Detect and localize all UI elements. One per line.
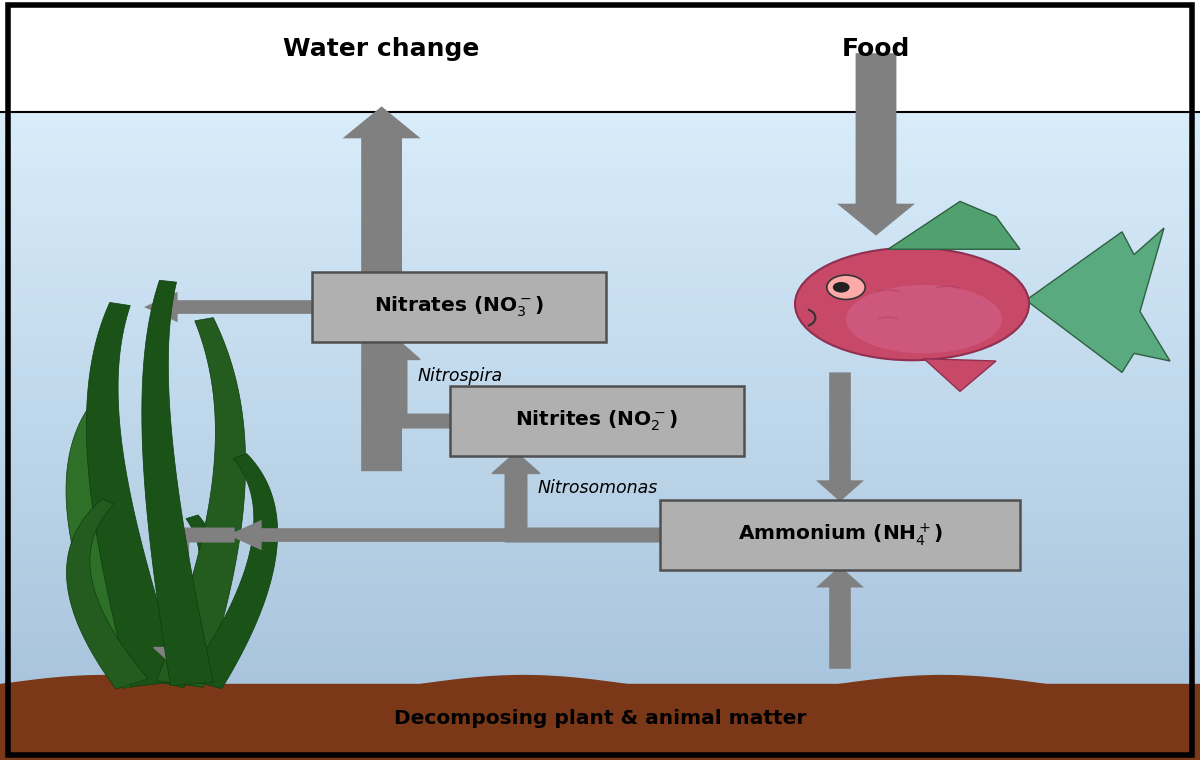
Bar — [0, 331, 1200, 341]
Bar — [0, 446, 1200, 455]
Bar — [0, 541, 1200, 551]
Bar — [0, 207, 1200, 217]
Bar — [0, 398, 1200, 408]
Circle shape — [827, 275, 865, 299]
Text: Food: Food — [842, 37, 910, 62]
Polygon shape — [152, 515, 221, 688]
Text: Water change: Water change — [283, 37, 480, 62]
FancyArrow shape — [816, 372, 864, 502]
Polygon shape — [86, 302, 182, 687]
Bar — [0, 255, 1200, 265]
Ellipse shape — [846, 285, 1002, 353]
Bar — [0, 684, 1200, 760]
Bar — [0, 141, 1200, 150]
Polygon shape — [372, 338, 456, 428]
Polygon shape — [1026, 228, 1170, 372]
Bar — [0, 284, 1200, 293]
Bar — [0, 245, 1200, 255]
Bar — [0, 274, 1200, 284]
Bar — [0, 322, 1200, 331]
Bar — [0, 408, 1200, 417]
FancyArrow shape — [838, 53, 916, 236]
Text: Nitrates (NO$_3^-$): Nitrates (NO$_3^-$) — [374, 295, 544, 319]
Bar — [0, 179, 1200, 188]
Bar — [0, 665, 1200, 674]
Bar — [0, 293, 1200, 303]
Bar — [0, 560, 1200, 570]
Text: Ammonium (NH$_4^+$): Ammonium (NH$_4^+$) — [738, 521, 942, 549]
Text: Nitrosomonas: Nitrosomonas — [538, 479, 658, 497]
Polygon shape — [492, 452, 666, 542]
Polygon shape — [66, 409, 164, 689]
Polygon shape — [888, 201, 1020, 249]
Polygon shape — [924, 359, 996, 391]
Polygon shape — [66, 499, 148, 689]
Bar — [0, 617, 1200, 627]
Bar — [0, 169, 1200, 179]
Bar — [0, 589, 1200, 598]
Bar — [0, 674, 1200, 684]
Bar — [0, 531, 1200, 541]
Text: Nitrospira: Nitrospira — [418, 367, 503, 385]
Bar — [0, 150, 1200, 160]
FancyArrow shape — [228, 520, 666, 550]
Bar — [0, 112, 1200, 122]
Text: Decomposing plant & animal matter: Decomposing plant & animal matter — [394, 708, 806, 728]
Polygon shape — [186, 454, 277, 689]
Ellipse shape — [796, 248, 1030, 360]
Polygon shape — [154, 528, 234, 669]
Bar — [0, 579, 1200, 589]
Bar — [0, 436, 1200, 446]
Bar — [0, 236, 1200, 245]
Bar — [0, 217, 1200, 226]
Bar — [0, 265, 1200, 274]
Bar — [0, 493, 1200, 503]
Bar — [0, 417, 1200, 427]
Bar — [0, 455, 1200, 465]
Bar — [0, 350, 1200, 360]
Bar — [0, 627, 1200, 636]
Bar — [0, 0, 1200, 112]
Bar — [0, 312, 1200, 322]
Bar — [0, 636, 1200, 646]
Bar — [0, 522, 1200, 531]
Bar — [0, 131, 1200, 141]
Bar — [0, 226, 1200, 236]
Bar — [0, 198, 1200, 207]
Polygon shape — [0, 675, 1200, 760]
Bar — [0, 655, 1200, 665]
Bar — [0, 503, 1200, 512]
Bar — [0, 160, 1200, 169]
Bar — [0, 465, 1200, 474]
Bar — [0, 303, 1200, 312]
Bar — [0, 427, 1200, 436]
FancyBboxPatch shape — [450, 386, 744, 456]
Bar — [0, 646, 1200, 655]
Bar — [0, 188, 1200, 198]
Bar — [0, 379, 1200, 388]
Bar — [0, 598, 1200, 608]
FancyArrow shape — [144, 292, 318, 322]
Bar — [0, 551, 1200, 560]
Bar — [0, 360, 1200, 369]
FancyArrow shape — [816, 566, 864, 669]
Text: Nitrites (NO$_2^-$): Nitrites (NO$_2^-$) — [516, 409, 678, 433]
FancyBboxPatch shape — [660, 500, 1020, 570]
Circle shape — [833, 282, 850, 293]
Bar — [0, 512, 1200, 522]
Polygon shape — [156, 318, 246, 687]
Bar — [0, 341, 1200, 350]
Polygon shape — [142, 280, 214, 686]
Bar — [0, 608, 1200, 617]
Bar — [0, 369, 1200, 379]
FancyArrow shape — [343, 106, 421, 471]
FancyBboxPatch shape — [312, 272, 606, 342]
Bar — [0, 570, 1200, 579]
Bar — [0, 484, 1200, 493]
Bar — [0, 388, 1200, 398]
Bar — [0, 122, 1200, 131]
Bar — [0, 474, 1200, 484]
